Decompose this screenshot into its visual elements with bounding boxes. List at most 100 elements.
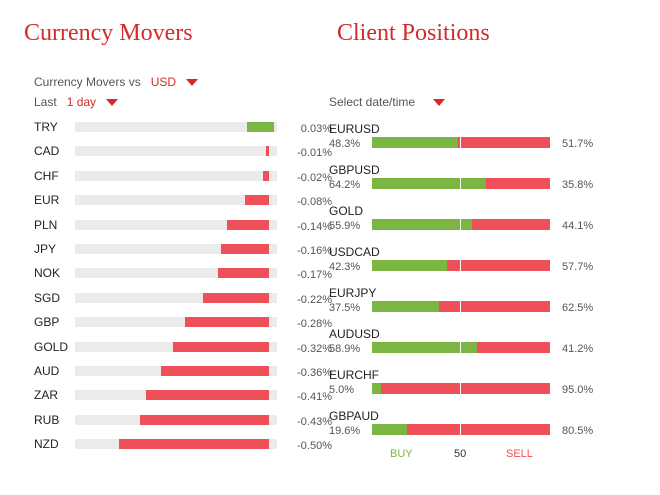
position-bar	[372, 219, 550, 230]
mover-track	[75, 244, 277, 254]
mover-bar	[161, 366, 269, 376]
position-midline	[460, 342, 461, 353]
mover-bar	[146, 390, 269, 401]
date-time-selector[interactable]: Select date/time	[329, 95, 446, 109]
position-buy-percent: 42.3%	[329, 261, 361, 273]
base-currency-selector[interactable]: Currency Movers vs USD	[34, 75, 199, 89]
position-bar	[372, 342, 550, 353]
mover-percent: -0.36%	[297, 367, 332, 379]
chevron-down-icon[interactable]	[433, 98, 446, 106]
position-sell-percent: 51.7%	[562, 138, 594, 150]
mover-track	[75, 195, 277, 206]
mover-currency: GOLD	[34, 339, 69, 354]
mover-row: GOLD -0.32%	[34, 339, 332, 355]
position-midline	[460, 260, 461, 271]
mover-track	[75, 268, 277, 279]
mover-track	[75, 292, 277, 303]
position-bar	[372, 137, 550, 148]
mover-currency: AUD	[34, 364, 60, 378]
position-buy-fill	[372, 342, 477, 353]
position-buy-fill	[372, 260, 448, 271]
mover-currency: SGD	[34, 290, 61, 305]
legend-midpoint: 50	[454, 448, 467, 460]
mover-bar	[266, 146, 269, 157]
chevron-down-icon[interactable]	[186, 78, 199, 86]
position-buy-percent: 64.2%	[329, 179, 361, 191]
position-buy-fill	[372, 424, 407, 435]
position-bar	[372, 424, 550, 435]
period-selector[interactable]: Last 1 day	[34, 95, 119, 109]
position-sell-percent: 57.7%	[562, 261, 594, 273]
position-row: USDCAD 42.3% 57.7%	[329, 245, 609, 285]
mover-currency: ZAR	[34, 388, 58, 403]
position-row: EURCHF 5.0% 95.0%	[329, 368, 609, 408]
mover-row: AUD -0.36%	[34, 363, 332, 379]
position-buy-percent: 5.0%	[329, 384, 355, 396]
legend-buy: BUY	[390, 448, 413, 460]
mover-percent: -0.43%	[297, 415, 332, 428]
position-midline	[460, 178, 461, 189]
chevron-down-icon[interactable]	[106, 98, 119, 106]
mover-bar	[247, 122, 274, 132]
mover-track	[75, 219, 277, 230]
mover-currency: NZD	[34, 437, 59, 452]
mover-track	[75, 170, 277, 181]
mover-row: EUR -0.08%	[34, 192, 332, 208]
mover-row: CAD -0.01%	[34, 143, 332, 159]
position-sell-percent: 41.2%	[562, 343, 594, 355]
position-sell-percent: 35.8%	[562, 179, 594, 191]
mover-row: NZD -0.50%	[34, 436, 332, 452]
mover-currency: CHF	[34, 168, 59, 183]
position-buy-fill	[372, 219, 472, 230]
position-pair: EURJPY	[329, 286, 377, 300]
mover-bar	[227, 219, 269, 230]
position-buy-fill	[372, 301, 439, 312]
mover-percent: -0.28%	[297, 318, 332, 331]
position-sell-percent: 44.1%	[562, 220, 594, 232]
base-currency-label: Currency Movers vs	[34, 75, 141, 89]
mover-percent: -0.17%	[297, 269, 332, 282]
position-row: AUDUSD 58.9% 41.2%	[329, 327, 609, 367]
period-label: Last	[34, 95, 57, 109]
position-pair: GOLD	[329, 204, 364, 218]
position-pair: GBPAUD	[329, 409, 379, 423]
position-bar	[372, 383, 550, 394]
position-pair: EURUSD	[329, 122, 380, 136]
position-midline	[460, 137, 461, 148]
currency-movers-title: Currency Movers	[24, 20, 193, 46]
legend-sell: SELL	[506, 448, 533, 460]
mover-currency: GBP	[34, 315, 60, 330]
mover-currency: TRY	[34, 120, 58, 134]
mover-track	[75, 341, 277, 352]
mover-row: RUB -0.43%	[34, 412, 332, 428]
mover-row: PLN -0.14%	[34, 217, 332, 233]
mover-row: JPY -0.16%	[34, 241, 332, 257]
position-row: GBPAUD 19.6% 80.5%	[329, 409, 609, 449]
period-value[interactable]: 1 day	[66, 95, 97, 109]
mover-percent: 0.03%	[300, 123, 332, 135]
mover-currency: RUB	[34, 412, 60, 427]
mover-percent: -0.50%	[297, 440, 332, 453]
mover-percent: -0.41%	[297, 391, 332, 404]
mover-bar	[173, 341, 269, 352]
mover-track	[75, 414, 277, 425]
position-sell-percent: 80.5%	[562, 425, 594, 437]
position-buy-percent: 19.6%	[329, 425, 361, 437]
mover-currency: EUR	[34, 193, 60, 208]
mover-track	[75, 439, 277, 450]
position-bar	[372, 260, 550, 271]
position-buy-percent: 58.9%	[329, 343, 361, 355]
base-currency-value[interactable]: USD	[150, 75, 177, 89]
mover-percent: -0.22%	[297, 293, 332, 306]
mover-percent: -0.01%	[297, 147, 332, 160]
date-time-label[interactable]: Select date/time	[329, 95, 416, 109]
mover-bar	[119, 439, 269, 450]
mover-currency: PLN	[34, 217, 58, 232]
position-buy-percent: 55.9%	[329, 220, 361, 232]
position-sell-percent: 62.5%	[562, 302, 594, 314]
mover-bar	[245, 195, 269, 206]
mover-track	[75, 122, 277, 132]
position-row: GBPUSD 64.2% 35.8%	[329, 163, 609, 203]
position-buy-fill	[372, 137, 458, 148]
mover-row: GBP -0.28%	[34, 314, 332, 330]
